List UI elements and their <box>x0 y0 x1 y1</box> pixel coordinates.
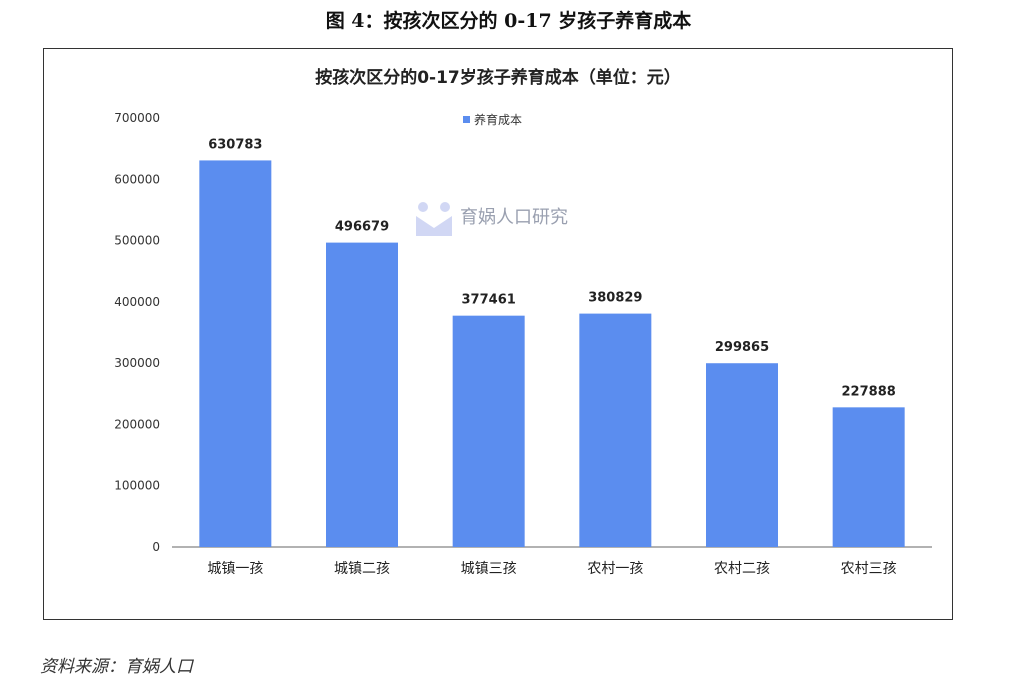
y-tick-label: 0 <box>152 540 160 554</box>
source-note: 资料来源：育娲人口 <box>40 657 193 677</box>
watermark-logo-icon <box>416 202 452 236</box>
watermark-text: 育娲人口研究 <box>460 207 568 228</box>
y-tick-label: 600000 <box>114 172 160 186</box>
bar <box>832 407 905 547</box>
x-tick-label: 农村三孩 <box>841 561 897 577</box>
bar <box>579 313 652 547</box>
data-label: 496679 <box>335 220 389 235</box>
y-tick-label: 400000 <box>114 295 160 309</box>
y-tick-label: 200000 <box>114 417 160 431</box>
y-tick-label: 300000 <box>114 356 160 370</box>
x-tick-label: 城镇二孩 <box>334 561 390 577</box>
x-tick-label: 农村二孩 <box>714 561 770 577</box>
bar <box>452 315 525 547</box>
y-axis: 0 100000 200000 300000 400000 500000 600000 700… <box>114 111 160 554</box>
legend-label: 养育成本 <box>474 112 522 127</box>
bar <box>706 363 778 547</box>
data-label: 630783 <box>208 137 262 152</box>
data-label: 380829 <box>588 291 642 306</box>
chart-title: 按孩次区分的0-17岁孩子养育成本（单位：元） <box>315 68 681 88</box>
x-tick-label: 农村一孩 <box>587 561 643 577</box>
data-label: 377461 <box>462 293 516 308</box>
y-tick-label: 100000 <box>114 479 160 493</box>
bar <box>326 242 398 547</box>
y-tick-label: 700000 <box>114 111 160 125</box>
figure-title: 图 4：按孩次区分的 0-17 岁孩子养育成本 <box>325 10 692 32</box>
data-label: 227888 <box>842 384 896 399</box>
data-label: 299865 <box>715 340 769 355</box>
chart-frame <box>43 48 953 620</box>
x-tick-label: 城镇一孩 <box>207 561 263 577</box>
bars: 630783 城镇一孩 496679 城镇二孩 377461 城镇三孩 380829 农村一孩… <box>199 137 905 577</box>
legend-swatch <box>463 116 470 123</box>
y-tick-label: 500000 <box>114 234 160 248</box>
x-tick-label: 城镇三孩 <box>461 561 517 577</box>
bar <box>199 160 272 547</box>
legend: 养育成本 <box>463 112 522 127</box>
